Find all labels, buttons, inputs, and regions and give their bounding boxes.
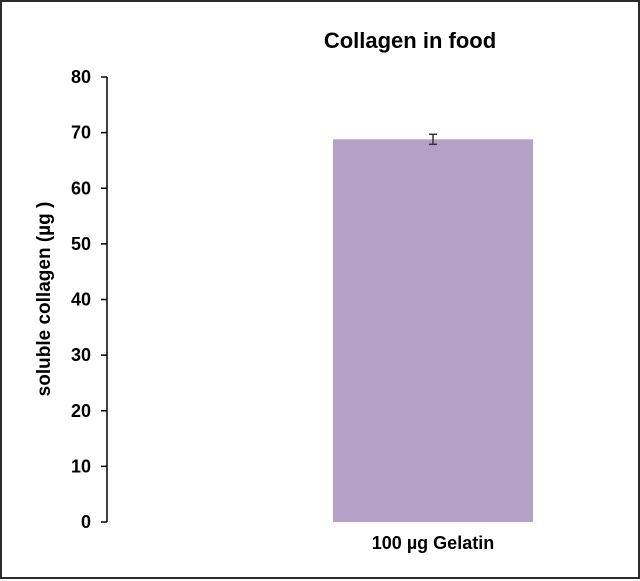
y-axis-label: soluble collagen (µg ) [34,202,55,397]
y-tick-label: 20 [71,401,91,421]
y-axis-ticks: 0 10 20 30 40 50 60 70 80 [71,67,107,532]
chart-title: Collagen in food [324,28,496,53]
bars [333,139,533,523]
x-category-label: 100 µg Gelatin [372,533,494,553]
error-bars [429,133,437,146]
y-tick-label: 50 [71,234,91,254]
y-tick-label: 30 [71,345,91,365]
y-tick-label: 10 [71,456,91,476]
y-tick-label: 70 [71,123,91,143]
x-axis-labels: 100 µg Gelatin [372,533,494,553]
y-tick-label: 60 [71,178,91,198]
bar [333,139,533,523]
y-tick-label: 40 [71,290,91,310]
y-tick-label: 0 [81,512,91,532]
y-tick-label: 80 [71,67,91,87]
